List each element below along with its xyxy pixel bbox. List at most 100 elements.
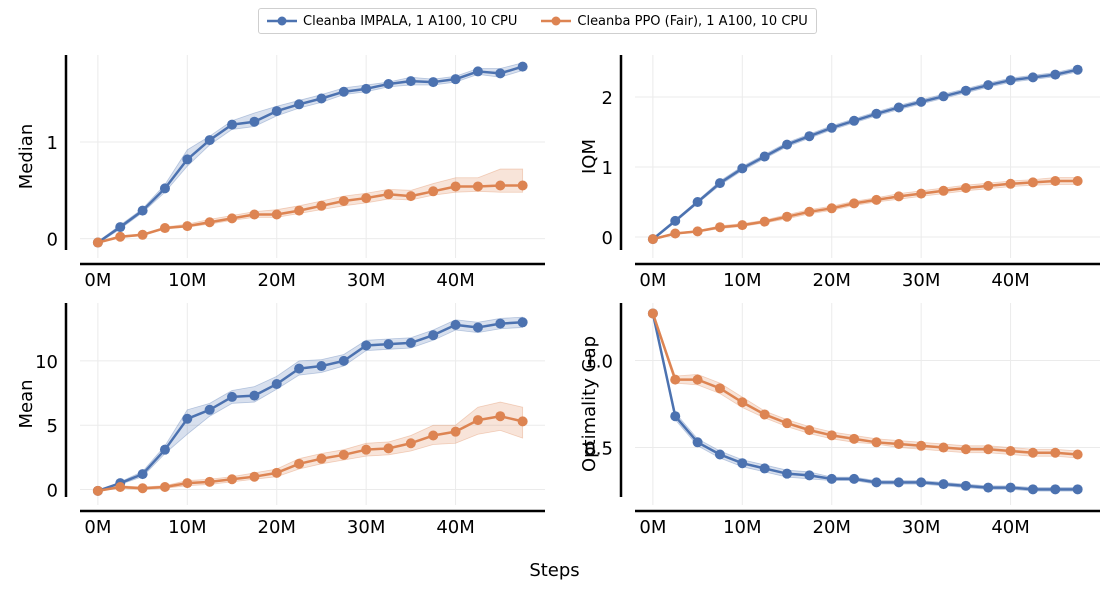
data-point [338,355,349,366]
data-point [405,76,416,87]
data-point [983,444,994,455]
legend-label-impala: Cleanba IMPALA, 1 A100, 10 CPU [303,13,518,29]
x-tick-label: 20M [813,270,851,291]
data-point [428,430,439,441]
y-tick-label: 1.0 [584,351,613,372]
data-point [182,221,193,232]
x-tick-label: 20M [258,517,296,538]
data-point [271,106,282,117]
x-tick-label: 40M [436,270,474,291]
data-point [670,215,681,226]
data-point [249,471,260,482]
data-point [472,181,483,192]
data-point [227,474,238,485]
x-tick-label: 20M [258,270,296,291]
data-point [204,404,215,415]
data-point [495,411,506,422]
y-tick-label: 0 [602,228,613,249]
data-point [849,198,860,209]
legend: Cleanba IMPALA, 1 A100, 10 CPU Cleanba P… [258,8,817,34]
data-point [428,186,439,197]
data-point [692,437,703,448]
data-point [1072,176,1083,186]
data-point [137,229,148,240]
x-axis-title: Steps [529,560,580,581]
data-point [893,191,904,202]
x-tick-label: 0M [639,270,666,291]
data-point [782,468,793,479]
data-point [450,319,461,330]
data-point [938,91,949,102]
data-point [227,119,238,130]
data-point [249,116,260,127]
x-tick-label: 10M [168,517,206,538]
data-point [782,418,793,429]
data-point [714,383,725,394]
data-point [692,197,703,207]
data-point [737,397,748,408]
data-point [916,440,927,451]
data-point [204,476,215,487]
data-point [916,477,927,488]
data-point [92,485,103,496]
x-tick-label: 30M [902,270,940,291]
x-tick-label: 0M [84,270,111,291]
data-point [1027,484,1038,495]
data-point [517,61,528,72]
y-tick-label: 2 [602,88,613,109]
data-point [1050,484,1061,495]
data-point [804,206,815,217]
data-point [960,444,971,455]
data-point [383,443,394,454]
data-point [826,430,837,441]
x-tick-label: 0M [84,517,111,538]
x-tick-label: 10M [723,517,761,538]
x-tick-label: 30M [902,517,940,538]
data-point [871,194,882,205]
data-point [450,181,461,192]
data-point [182,413,193,424]
data-point [495,68,506,79]
data-point [759,216,770,227]
data-point [714,449,725,460]
series-ppo [92,168,528,248]
data-point [714,178,725,189]
series-ppo [92,401,528,496]
data-point [1005,446,1016,457]
data-point [428,330,439,341]
data-point [759,409,770,420]
data-point [316,453,327,464]
x-tick-label: 10M [723,270,761,291]
data-point [338,195,349,206]
data-point [338,86,349,97]
data-point [960,183,971,193]
data-point [227,391,238,402]
data-point [271,209,282,220]
data-point [692,374,703,385]
data-point [670,374,681,385]
data-point [159,444,170,455]
data-point [450,426,461,437]
data-point [405,438,416,449]
data-point [137,205,148,216]
data-point [517,180,528,191]
y-axis-label: IQM [579,139,600,174]
data-point [983,180,994,191]
data-point [759,151,770,162]
series-line [97,65,524,244]
data-point [383,189,394,200]
data-point [871,108,882,119]
data-point [782,139,793,150]
series-line [651,313,1078,491]
data-point [670,228,681,239]
data-point [714,222,725,233]
data-point [204,135,215,146]
data-point [361,340,372,351]
data-point [1005,75,1016,86]
data-point [1027,72,1038,83]
y-tick-label: 5 [47,416,58,437]
confidence-band [97,168,524,245]
y-tick-label: 0 [47,230,58,251]
data-point [137,469,148,480]
x-tick-label: 30M [347,517,385,538]
